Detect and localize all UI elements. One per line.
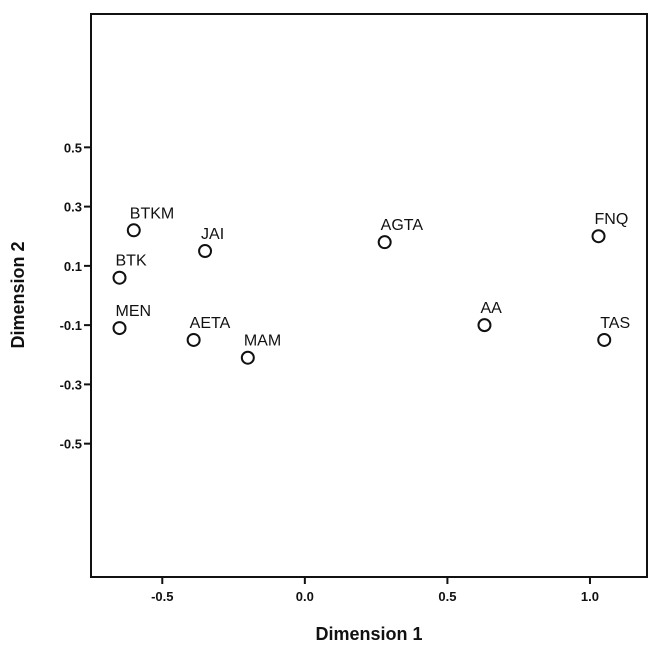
- data-point-men: [112, 321, 127, 336]
- x-tick-label: -0.5: [151, 589, 173, 604]
- data-points: BTKM JAI BTK MEN AETA MAM AGTA AA FNQ TAS: [112, 205, 630, 365]
- y-axis-title: Dimension 2: [8, 241, 28, 348]
- point-label-btk: BTK: [116, 253, 147, 270]
- data-point-btkm: [126, 223, 141, 238]
- y-tick-label: -0.3: [60, 377, 82, 392]
- point-label-tas: TAS: [600, 315, 630, 332]
- point-label-jai: JAI: [201, 226, 224, 243]
- plot-frame: [90, 13, 648, 578]
- data-point-jai: [198, 244, 213, 259]
- data-point-mam: [240, 350, 255, 365]
- y-axis-ticks: 0.5 0.3 0.1 -0.1 -0.3 -0.5: [60, 140, 91, 452]
- point-label-fnq: FNQ: [595, 211, 629, 228]
- point-label-mam: MAM: [244, 333, 281, 350]
- y-tick-label: 0.3: [64, 200, 82, 215]
- y-tick-label: -0.1: [60, 318, 82, 333]
- data-point-aa: [477, 318, 492, 333]
- data-point-agta: [377, 235, 392, 250]
- data-point-tas: [597, 332, 612, 347]
- x-tick-label: 0.0: [296, 589, 314, 604]
- point-label-men: MEN: [116, 303, 152, 320]
- point-label-aeta: AETA: [190, 315, 231, 332]
- point-label-agta: AGTA: [381, 217, 424, 234]
- y-tick-label: -0.5: [60, 437, 82, 452]
- point-label-aa: AA: [480, 300, 502, 317]
- data-point-btk: [112, 270, 127, 285]
- x-tick-label: 0.5: [438, 589, 456, 604]
- y-tick-label: 0.5: [64, 140, 82, 155]
- x-axis-title: Dimension 1: [315, 624, 422, 644]
- x-axis-ticks: -0.5 0.0 0.5 1.0: [151, 577, 599, 604]
- data-point-aeta: [186, 332, 201, 347]
- data-point-fnq: [591, 229, 606, 244]
- point-label-btkm: BTKM: [130, 205, 174, 222]
- x-tick-label: 1.0: [581, 589, 599, 604]
- y-tick-label: 0.1: [64, 259, 82, 274]
